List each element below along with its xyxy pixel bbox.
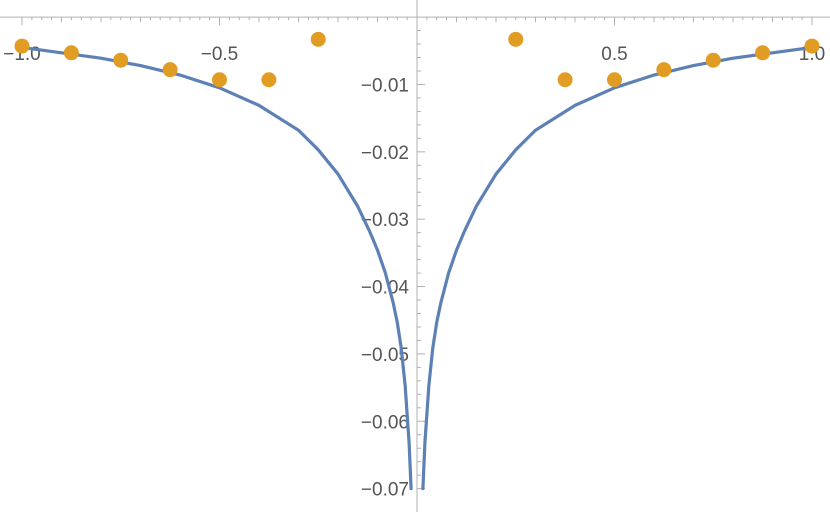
data-point — [705, 52, 721, 68]
y-tick-label: −0.07 — [361, 480, 409, 501]
data-point — [162, 62, 178, 78]
tick-labels: −1.0 −0.5 0.5 1.0−0.01−0.02−0.03−0.04−0.05−… — [3, 44, 825, 501]
data-point — [212, 72, 227, 88]
y-tick-label: −0.02 — [361, 143, 409, 164]
data-point — [508, 31, 524, 47]
x-tick-label: −0.5 — [201, 44, 239, 65]
tick-marks — [21, 17, 813, 490]
y-tick-label: −0.01 — [361, 75, 409, 96]
curve-left-branch — [20, 45, 413, 491]
data-point — [63, 45, 79, 61]
y-tick-label: −0.05 — [361, 345, 409, 366]
y-tick-label: −0.03 — [361, 210, 409, 231]
data-point — [755, 45, 771, 61]
data-point — [557, 72, 573, 88]
data-point — [113, 52, 129, 68]
data-point — [804, 38, 820, 54]
data-point — [656, 62, 672, 78]
data-point — [14, 38, 30, 54]
data-point — [607, 72, 622, 88]
y-tick-label: −0.04 — [361, 278, 410, 299]
data-point — [310, 31, 326, 47]
curve-right-branch — [421, 45, 814, 491]
x-tick-label: 0.5 — [601, 44, 627, 65]
data-point — [261, 72, 277, 88]
series-layer — [14, 31, 820, 491]
y-tick-label: −0.06 — [361, 412, 409, 433]
